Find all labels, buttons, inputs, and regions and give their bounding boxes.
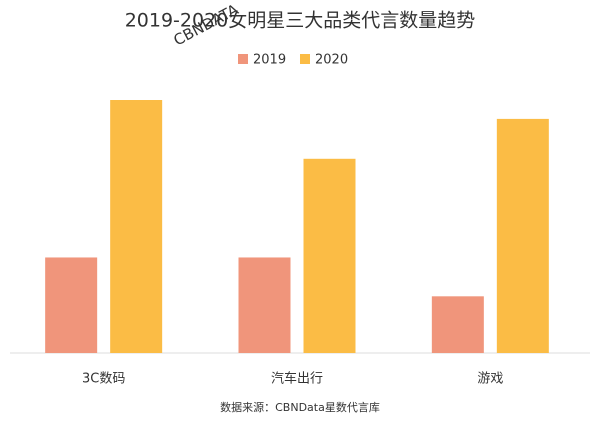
bar: [496, 118, 549, 353]
bar: [238, 257, 291, 353]
bar: [45, 257, 98, 353]
legend-label: 2019: [253, 53, 286, 68]
chart-title: 2019-2020女明星三大品类代言数量趋势: [125, 10, 476, 32]
x-tick-label: 汽车出行: [271, 371, 323, 387]
source-note: 数据来源：CBNData星数代言库: [220, 400, 380, 414]
x-tick-label: 3C数码: [82, 372, 125, 387]
x-tick-label: 游戏: [477, 372, 503, 387]
legend-swatch: [300, 54, 310, 64]
legend-label: 2020: [315, 53, 348, 68]
bar: [431, 296, 484, 353]
bar: [303, 158, 356, 353]
legend-swatch: [238, 54, 248, 64]
bar: [110, 100, 163, 353]
